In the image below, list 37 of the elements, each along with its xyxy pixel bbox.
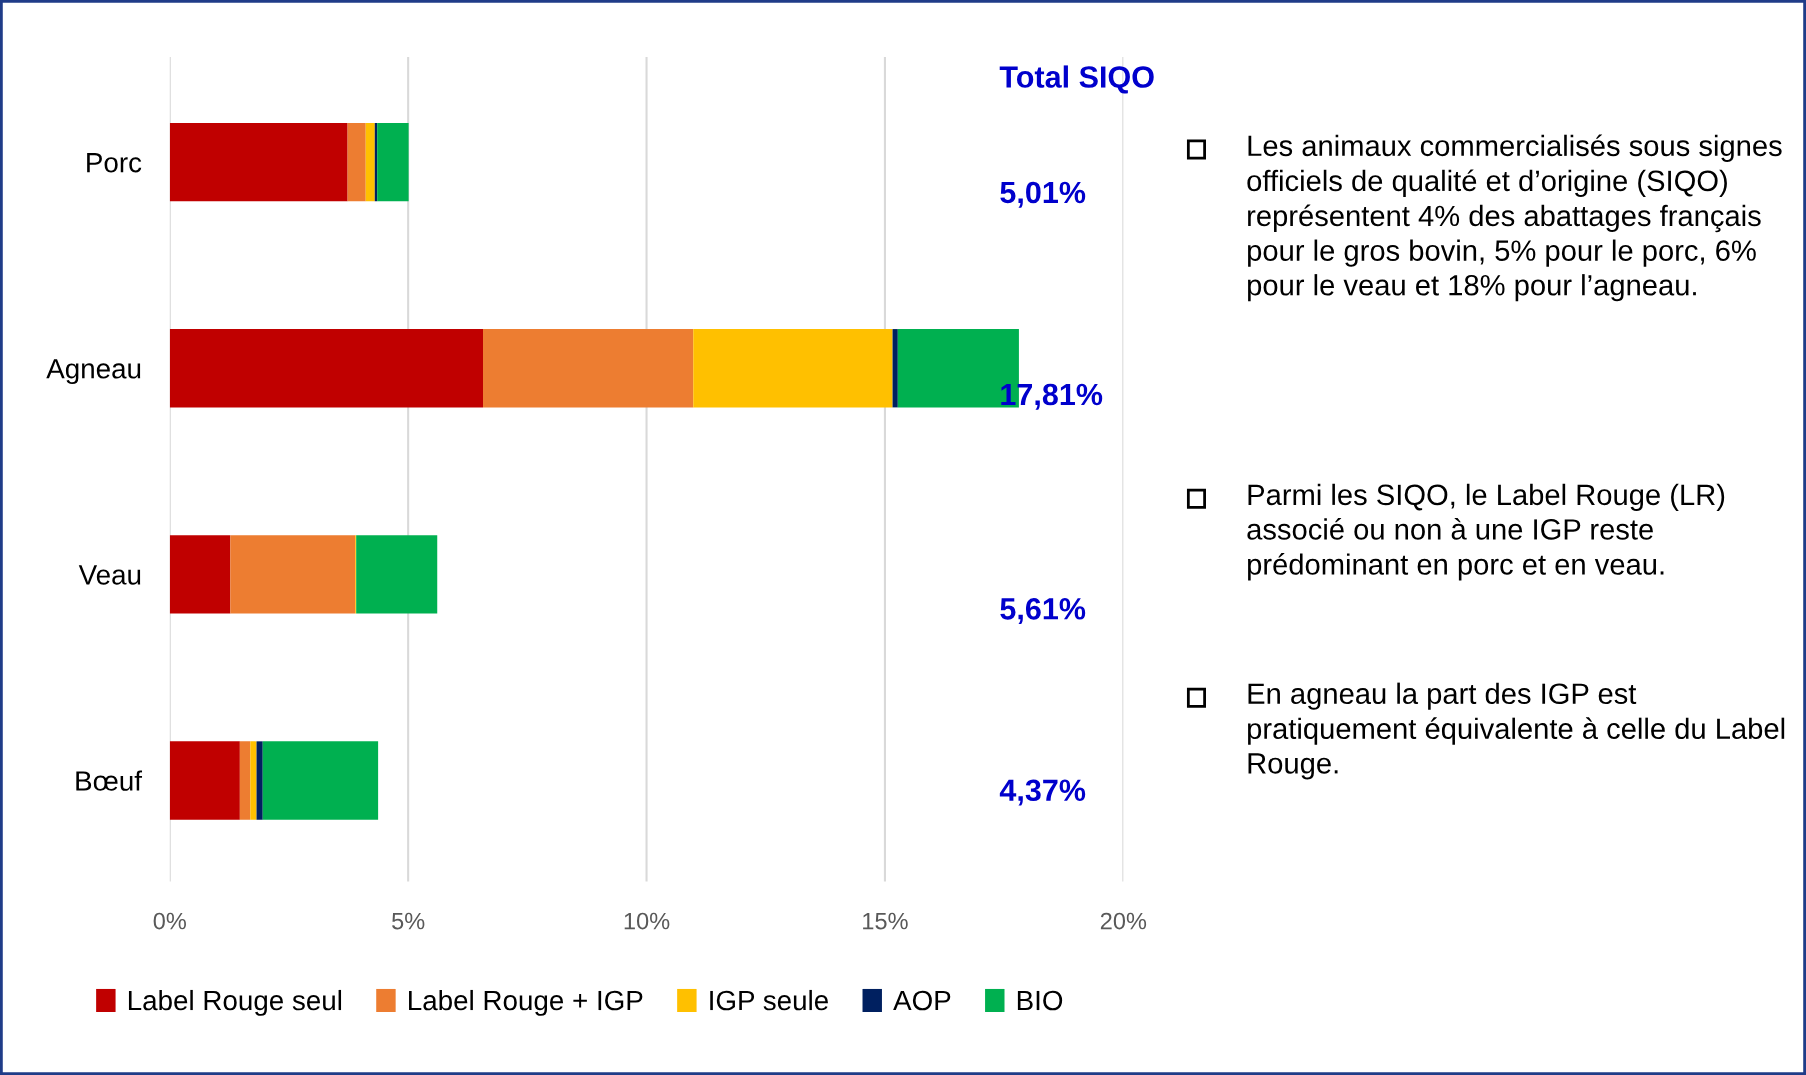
y-tick-label: Agneau [46,359,141,385]
bar [256,741,263,820]
y-tick-label: Veau [78,565,141,585]
bar [250,741,257,820]
annotation: 5,61% [1000,598,1086,625]
x-tick-label: 10% [624,912,670,930]
legend-label: IGP seule [710,989,828,1011]
legend-label: BIO [1017,990,1063,1011]
y-tick-label: Bœuf [76,770,143,791]
bar [169,741,240,820]
x-tick-label: 15% [863,912,908,930]
bar [892,329,898,408]
bar [356,535,438,614]
annotation: 5,01% [1000,181,1086,208]
text: Parmi les SIQO, le Label Rouge (LR) associé ou non à une IGP reste prédominant en porc et en veau. [1247,483,1725,581]
text: En agneau la part des IGP est pratiquement équivalente à celle du Label Rouge. [1248,682,1785,780]
bar [239,741,251,820]
bar [347,122,366,202]
bar [169,329,484,408]
legend-label: AOP [893,990,951,1011]
bar [693,329,893,408]
bar [169,535,231,614]
x-tick-label: 0% [153,912,186,930]
text: Les animaux commercialisés sous signes officiels de qualité et d’origine (SIQO) représentent 4% des abattages français pour le gros bovin, 5% pour le porc, 6% pour le veau et 18% pour l’agneau. [1247,134,1782,302]
annotation: 4,37% [999,779,1086,806]
bar [365,122,375,202]
annotation: Total SIQO [999,65,1154,94]
bar [377,122,409,202]
legend-label: Label Rouge + IGP [409,989,643,1016]
y-tick-label: Porc [87,153,142,173]
bar [169,122,348,202]
x-tick-label: 5% [392,912,425,930]
bar [483,329,694,408]
x-tick-label: 20% [1100,912,1147,930]
bar [262,741,379,820]
legend-label: Label Rouge seul [128,989,342,1016]
bar [230,535,356,614]
